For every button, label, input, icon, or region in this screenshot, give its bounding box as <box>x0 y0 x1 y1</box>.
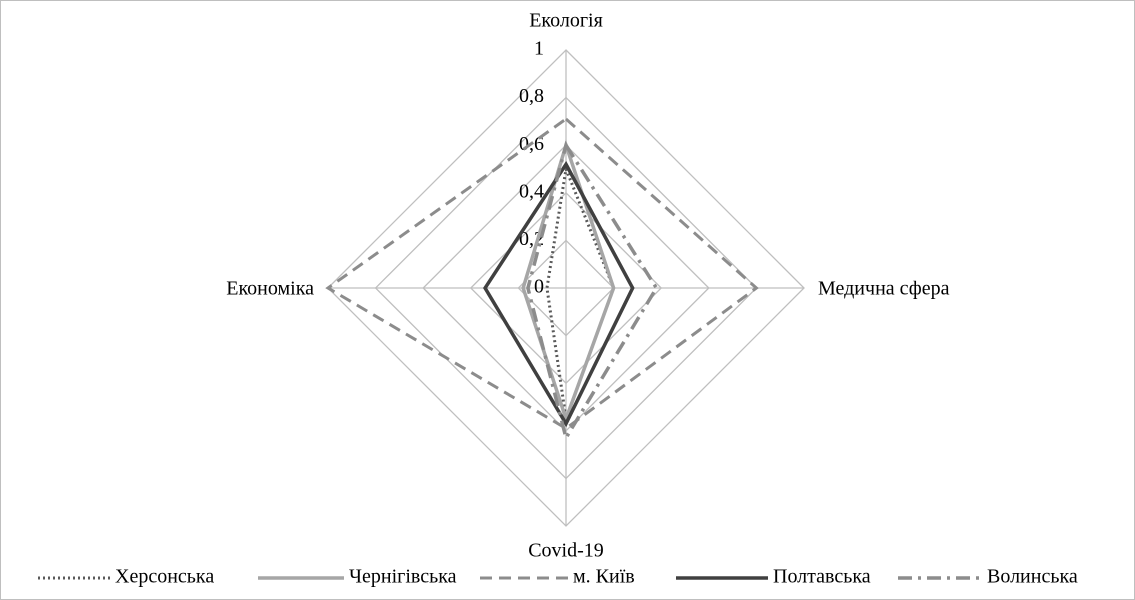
category-label: Covid-19 <box>528 540 604 562</box>
category-label: Екологія <box>529 10 603 32</box>
legend-label: м. Київ <box>573 566 635 588</box>
r-tick-label: 0 <box>534 276 544 298</box>
legend-label: Волинська <box>987 566 1078 588</box>
r-tick-label: 0,8 <box>519 85 544 107</box>
legend-label: Полтавська <box>773 566 871 588</box>
series-line <box>483 160 635 428</box>
series-line <box>545 163 616 420</box>
category-label: Економіка <box>226 278 314 300</box>
r-tick-label: 0,4 <box>519 180 544 202</box>
category-label: Медична сфера <box>818 278 950 300</box>
series-line <box>325 117 759 431</box>
series-line <box>521 139 616 425</box>
legend-label: Херсонська <box>115 566 214 588</box>
r-tick-label: 1 <box>534 38 544 60</box>
legend-label: Чернігівська <box>349 566 457 588</box>
